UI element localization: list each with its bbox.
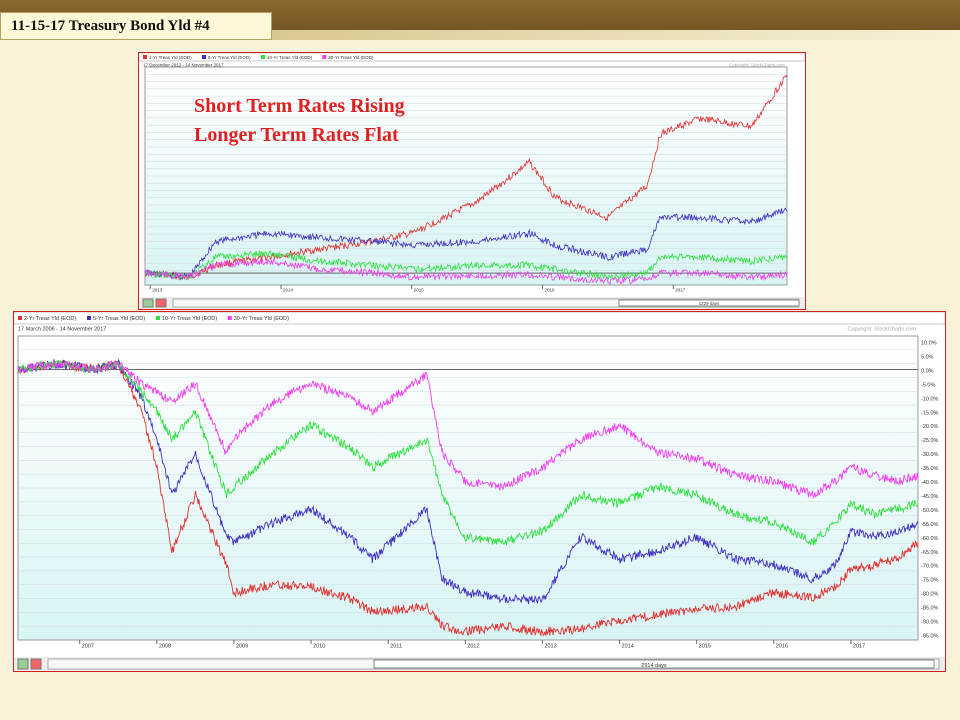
y-tick-label: 10.0% (921, 341, 937, 347)
legend-swatch (18, 316, 22, 320)
y-tick-label: 0.0% (921, 368, 934, 374)
y-tick-label: -5.0% (921, 382, 935, 388)
series-line (17, 358, 919, 605)
scrollbar-thumb (373, 659, 935, 669)
series-tool-icon (30, 658, 42, 670)
y-tick-label: -50.0% (921, 508, 939, 514)
legend-label: 2-Yr Treas Yld (EOD) (24, 316, 76, 322)
copyright-text: Copyright: StockCharts.com (729, 63, 785, 68)
y-tick-label: -10.0% (921, 396, 939, 402)
x-tick-label: 2012 (467, 644, 479, 650)
y-tick-label: -30.0% (921, 452, 939, 458)
legend-label: 30-Yr Treas Yld (EOD) (328, 55, 374, 60)
y-tick-label: -80.0% (921, 592, 939, 598)
copyright-text: Copyright: StockCharts.com (848, 327, 917, 333)
y-tick-label: -25.0% (921, 438, 939, 444)
y-tick-label: -70.0% (921, 564, 939, 570)
scrollbar-days-label: 2914 days (641, 663, 667, 669)
title-stripe (272, 30, 960, 40)
x-tick-label: 2016 (776, 644, 788, 650)
x-tick-label: 2016 (544, 288, 555, 293)
y-tick-label: -90.0% (921, 619, 939, 625)
series-line (17, 359, 919, 637)
x-tick-label: 2017 (675, 288, 686, 293)
legend-label: 30-Yr Treas Yld (EOD) (234, 316, 289, 322)
x-tick-label: 2009 (236, 644, 248, 650)
y-tick-label: -40.0% (921, 480, 939, 486)
y-tick-label: -65.0% (921, 550, 939, 556)
x-tick-label: 2014 (283, 288, 294, 293)
x-tick-label: 2015 (414, 288, 425, 293)
legend-label: 5-Yr Treas Yld (EOD) (208, 55, 251, 60)
y-tick-label: -75.0% (921, 578, 939, 584)
legend-swatch (143, 55, 147, 59)
legend-label: 10-Yr Treas Yld (EOD) (267, 55, 313, 60)
x-tick-label: 2007 (82, 644, 94, 650)
y-tick-label: -95.0% (921, 633, 939, 639)
x-tick-label: 2014 (622, 644, 634, 650)
legend-swatch (322, 55, 327, 59)
y-tick-label: -55.0% (921, 522, 939, 528)
legend-swatch (227, 316, 232, 320)
y-tick-label: -15.0% (921, 410, 939, 416)
x-tick-label: 2015 (699, 644, 711, 650)
series-line (144, 74, 788, 281)
chart-top-frame: 2-Yr Treas Yld (EOD) 5-Yr Treas Yld (EOD)… (138, 52, 806, 310)
y-tick-label: -45.0% (921, 494, 939, 500)
y-tick-label: 5.0% (921, 355, 934, 361)
chart-bottom: 2-Yr Treas Yld (EOD) 5-Yr Treas Yld (EOD)… (14, 312, 945, 671)
x-tick-label: 2011 (390, 644, 402, 650)
x-tick-label: 2010 (313, 644, 325, 650)
slide-title-box: 11-15-17 Treasury Bond Yld #4 (0, 12, 272, 40)
legend-strip (14, 312, 945, 325)
annotation-long-term: Longer Term Rates Flat (194, 124, 399, 146)
series-line (144, 258, 788, 286)
legend-strip (139, 53, 805, 62)
date-range: 17 March 2006 - 14 November 2017 (18, 327, 106, 333)
chart-tool-icon (17, 658, 29, 670)
y-tick-label: -60.0% (921, 536, 939, 542)
y-tick-label: -35.0% (921, 466, 939, 472)
legend-swatch (202, 55, 206, 59)
series-line (144, 250, 788, 281)
legend-label: 2-Yr Treas Yld (EOD) (149, 55, 192, 60)
annotation-short-term: Short Term Rates Rising (194, 95, 405, 117)
scrollbar-thumb (618, 299, 800, 307)
y-tick-label: -85.0% (921, 606, 939, 612)
series-line (17, 358, 919, 500)
chart-tool-icon (142, 298, 154, 308)
x-tick-label: 2013 (152, 288, 163, 293)
x-tick-label: 2013 (544, 644, 556, 650)
scrollbar-days-label: 1229 days (699, 301, 721, 306)
legend-label: 5-Yr Treas Yld (EOD) (93, 316, 145, 322)
chart-top: 2-Yr Treas Yld (EOD) 5-Yr Treas Yld (EOD)… (139, 53, 805, 309)
x-tick-label: 2017 (853, 644, 865, 650)
slide-title: 11-15-17 Treasury Bond Yld #4 (11, 18, 210, 34)
chart-bottom-frame: 2-Yr Treas Yld (EOD) 5-Yr Treas Yld (EOD)… (13, 311, 946, 672)
y-tick-label: -20.0% (921, 424, 939, 430)
date-range: 17 December 2012 - 14 November 2017 (143, 63, 224, 68)
series-line (17, 359, 919, 546)
x-tick-label: 2008 (159, 644, 171, 650)
legend-label: 10-Yr Treas Yld (EOD) (162, 316, 217, 322)
legend-swatch (156, 316, 160, 320)
series-line (144, 207, 788, 281)
legend-swatch (261, 55, 265, 59)
series-tool-icon (155, 298, 167, 308)
legend-swatch (87, 316, 91, 320)
